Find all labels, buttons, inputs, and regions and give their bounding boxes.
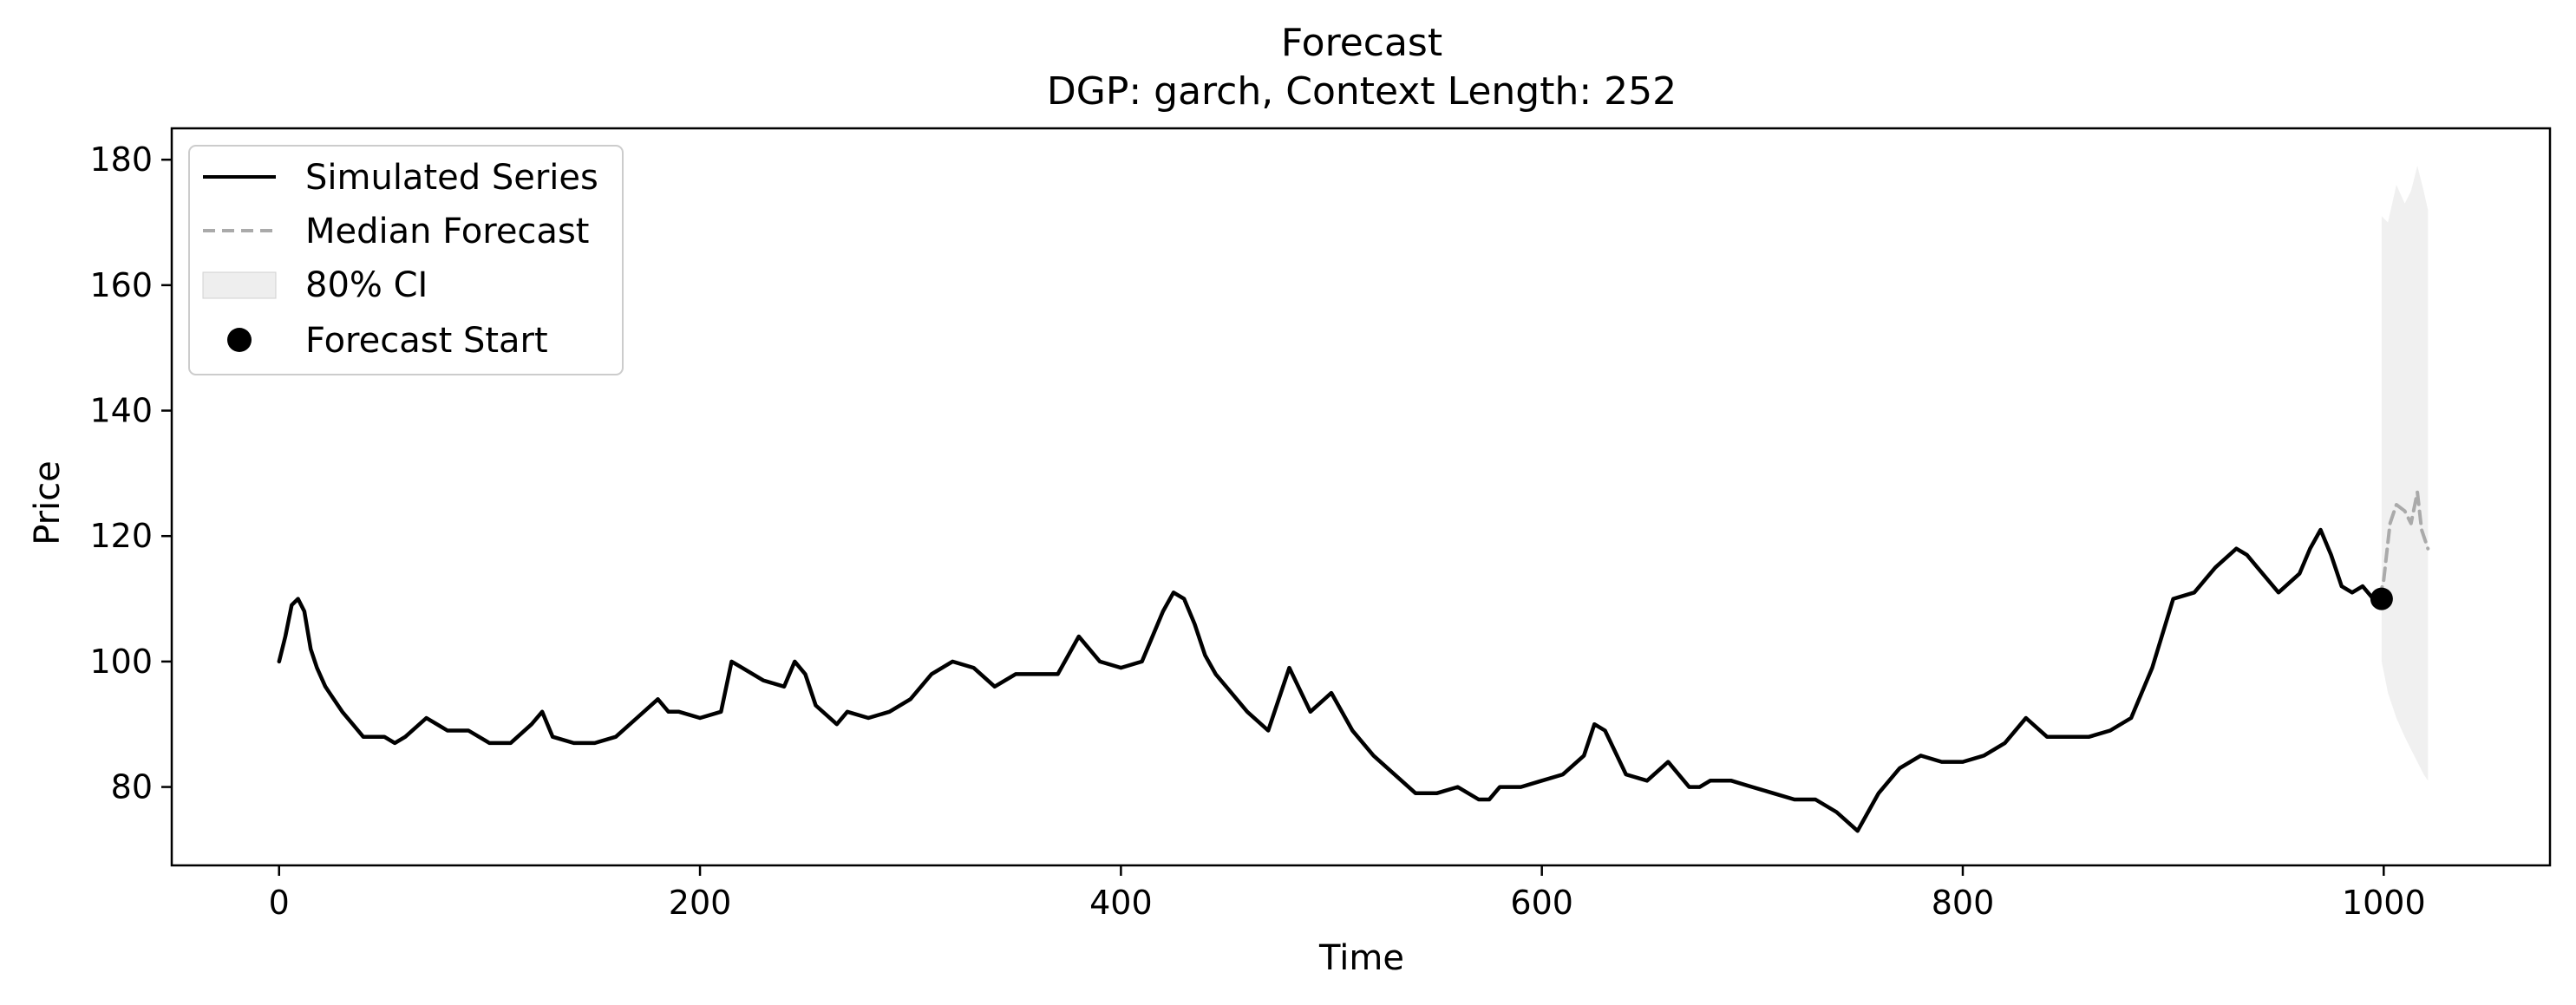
- legend-swatch-ci: [203, 272, 276, 298]
- y-tick-label: 120: [89, 517, 153, 555]
- x-tick-label: 600: [1510, 884, 1573, 922]
- y-tick-label: 140: [89, 392, 153, 430]
- y-axis-label: Price: [28, 460, 68, 545]
- chart-subtitle: DGP: garch, Context Length: 252: [1047, 69, 1677, 114]
- y-tick-label: 80: [111, 768, 153, 806]
- y-tick-label: 100: [89, 643, 153, 681]
- x-tick-label: 200: [669, 884, 732, 922]
- y-tick-label: 160: [89, 266, 153, 304]
- legend-label-ci: 80% CI: [305, 265, 428, 305]
- y-tick-label: 180: [89, 140, 153, 179]
- ci-band: [2382, 166, 2428, 780]
- x-tick-label: 1000: [2342, 884, 2426, 922]
- x-tick-label: 0: [269, 884, 290, 922]
- legend-label-forecast-start: Forecast Start: [305, 321, 548, 361]
- chart-title: Forecast: [1281, 21, 1442, 65]
- legend-label-median: Median Forecast: [305, 212, 589, 251]
- legend-label-simulated: Simulated Series: [305, 158, 598, 198]
- x-tick-label: 400: [1089, 884, 1153, 922]
- legend: Simulated Series Median Forecast 80% CI …: [189, 146, 623, 375]
- legend-swatch-forecast-start: [227, 328, 252, 352]
- forecast-start-point: [2370, 588, 2393, 610]
- x-tick-label: 800: [1932, 884, 1995, 922]
- x-axis-label: Time: [1318, 938, 1404, 978]
